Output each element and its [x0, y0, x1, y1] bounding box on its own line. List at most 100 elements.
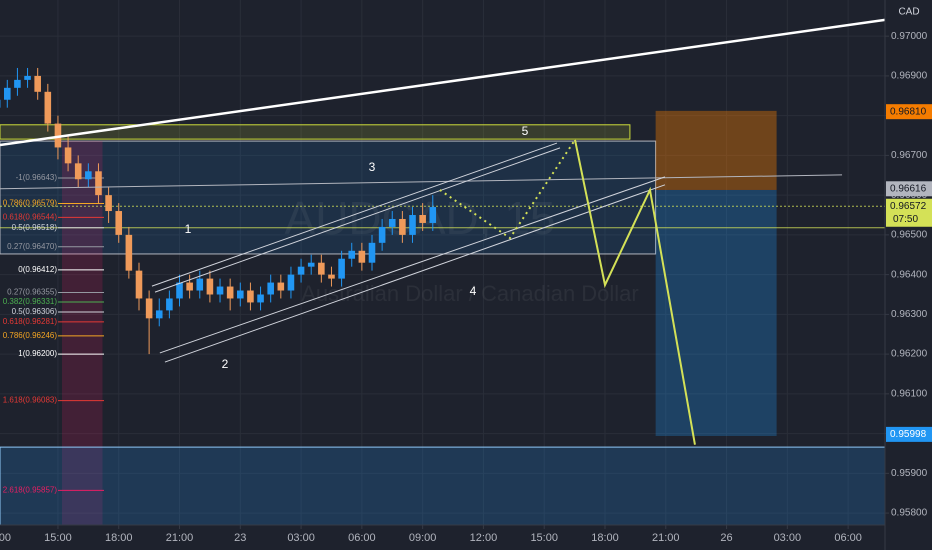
candle-body [14, 79, 21, 88]
x-tick-label: 03:00 [287, 532, 315, 544]
fib-label: 0.27(0.96355) [7, 288, 57, 297]
x-tick-label: 12:00 [470, 532, 498, 544]
fib-label: 0.618(0.96544) [3, 213, 58, 222]
candle-body [85, 171, 92, 180]
candle-body [125, 234, 133, 271]
drawing-line [154, 147, 561, 293]
candle-body [95, 171, 102, 196]
candle-body [328, 274, 335, 279]
x-tick-label: 23 [234, 532, 246, 544]
y-tick-label: 0.95800 [891, 508, 928, 519]
x-tick-label: 21:00 [652, 532, 680, 544]
candle-body [318, 262, 325, 275]
candle-body [388, 218, 396, 227]
candle-body [399, 218, 406, 235]
x-tick-label: 15:00 [530, 532, 558, 544]
x-tick-label: 03:00 [774, 532, 802, 544]
y-tick-label: 0.96300 [891, 309, 928, 320]
fib-label: 0.5(0.96306) [12, 307, 58, 316]
candle-body [44, 91, 52, 124]
fib-label: 1.618(0.96083) [3, 396, 58, 405]
x-tick-label: 06:00 [348, 532, 376, 544]
candle-body [74, 163, 82, 180]
candle-body [186, 282, 193, 291]
wave-label: 2 [222, 357, 229, 371]
x-tick-label: 21:00 [166, 532, 194, 544]
candle-body [64, 147, 72, 164]
x-tick-label: 15:00 [44, 532, 72, 544]
candle-body [419, 215, 426, 223]
candle-body [287, 274, 295, 291]
wave-label: 3 [369, 160, 376, 174]
candle-body [257, 294, 264, 303]
price-tag-label: 0.96616 [890, 183, 927, 194]
currency-label: CAD [898, 7, 919, 18]
y-tick-label: 0.96200 [891, 349, 928, 360]
candle-body [206, 278, 214, 295]
wave-label: 4 [470, 284, 477, 298]
candle-body [54, 123, 62, 148]
candle-body [34, 75, 41, 92]
candle-body [115, 211, 123, 235]
fib-label: 0.5(0.96518) [12, 223, 58, 232]
y-tick-label: 0.95900 [891, 468, 928, 479]
fib-label: 0.786(0.96579) [3, 199, 58, 208]
zone [0, 446, 885, 525]
drawing-line [0, 174, 843, 190]
y-tick-label: 0.96100 [891, 388, 928, 399]
price-tag [886, 198, 932, 227]
price-tag-label: 0.96810 [890, 106, 927, 117]
price-tag [886, 104, 932, 120]
candle-body [24, 75, 31, 80]
candle-body [277, 282, 285, 291]
fib-label: 0.27(0.96470) [7, 242, 57, 251]
zone [655, 189, 777, 436]
candle-body [338, 258, 345, 279]
y-tick-label: 0.96400 [891, 269, 928, 280]
drawing-line [159, 176, 666, 354]
candle-body [368, 242, 376, 263]
countdown: 07:50 [893, 214, 918, 225]
fib-label: 1(0.96200) [18, 349, 57, 358]
wave-label: 5 [522, 124, 529, 138]
candle-body [105, 195, 112, 212]
y-tick-label: 0.96700 [891, 150, 928, 161]
drawing-line [574, 139, 696, 445]
candle-body [267, 282, 274, 295]
candle-body [196, 278, 204, 291]
candle-body [297, 266, 305, 275]
x-tick-label: 12:00 [0, 532, 11, 544]
candle-body [135, 270, 143, 299]
candle-body [358, 250, 366, 263]
price-tag [886, 426, 932, 442]
candle-body [226, 286, 234, 299]
fib-label: 0.786(0.96246) [3, 331, 58, 340]
candle-body [237, 290, 244, 299]
fib-label: 0(0.96412) [18, 265, 57, 274]
wave-label: 1 [185, 222, 192, 236]
axes: 0.958000.959000.960000.961000.962000.963… [0, 31, 932, 544]
candle-body [378, 226, 386, 243]
candle-body [176, 282, 183, 299]
zone [0, 124, 631, 140]
y-tick-label: 0.96900 [891, 71, 928, 82]
candle-body [145, 298, 153, 319]
y-tick-label: 0.97000 [891, 31, 928, 42]
zone [61, 141, 103, 525]
price-axis [885, 0, 932, 550]
candle-body [4, 87, 11, 100]
drawing-line [164, 184, 666, 363]
fib-label: 0.382(0.96331) [3, 297, 58, 306]
price-tag [886, 181, 932, 197]
x-tick-label: 18:00 [105, 532, 133, 544]
candle-body [409, 215, 416, 235]
x-tick-label: 18:00 [591, 532, 619, 544]
price-tag-label: 0.96572 [890, 201, 927, 212]
candle-body [166, 298, 173, 311]
x-tick-label: 26 [720, 532, 732, 544]
candle-body [155, 310, 163, 319]
price-tag-label: 0.95998 [890, 429, 927, 440]
drawing-line [0, 18, 885, 147]
